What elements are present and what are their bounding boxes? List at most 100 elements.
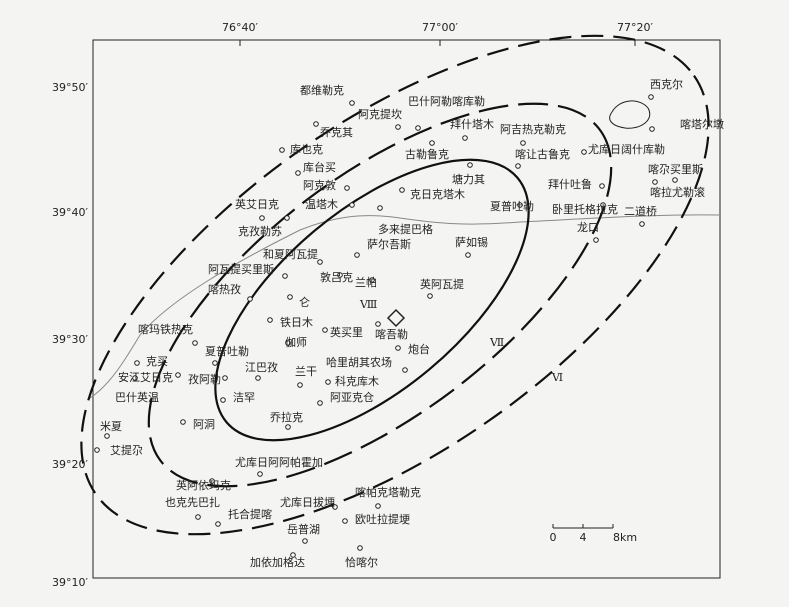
place-dot [593,237,599,243]
place-name: 克日克塔木 [410,188,465,201]
scale-ticks [552,524,614,528]
place-name: 喀塔尔墩 [680,117,724,131]
place-name: 仑 [299,295,310,309]
place-name: 尤库日拔埂 [280,495,335,509]
place-name: 巴什英温 [115,390,159,404]
scale-label: 0 [550,531,557,544]
place-dot [180,419,186,425]
place-dot [402,367,408,373]
place-dot [599,183,605,189]
place-dot [285,424,291,430]
lon-label: 76°40′ [222,21,258,34]
place-name: 和夏阿瓦提 [263,248,318,261]
place-dot [515,163,521,169]
place-name: 阿克敦 [303,178,336,192]
place-dot [342,518,348,524]
place-dot [259,215,265,221]
place-name: 尤库日阿阿帕霍加 [235,455,323,469]
place-dot [467,162,473,168]
place-name: 加依加格达 [250,555,305,569]
place-name: 萨尔吾斯 [367,238,411,251]
place-name: 阿亚克仓 [330,390,374,404]
place-name: 库也克 [290,143,323,156]
place-dot [427,293,433,299]
place-dot [215,521,221,527]
place-dot [295,170,301,176]
place-name: 拜什塔木 [450,118,494,131]
place-dot [257,471,263,477]
place-name: 岳普湖 [287,522,320,536]
place-dot [649,126,655,132]
place-name: 恰喀尔 [345,555,378,569]
place-dot [255,375,261,381]
place-name: 阿瓦提买里斯 [208,263,274,276]
place-name: 尤库日阔什库勒 [588,143,665,156]
place-name: 塘力其 [452,172,485,186]
place-name: 都维勒克 [300,84,344,97]
river [89,214,721,399]
place-name: 伽师 [285,335,307,349]
place-name: 托合提喀 [228,507,272,521]
place-dot [639,221,645,227]
place-dot [317,259,323,265]
place-dot [652,179,658,185]
place-name: 萨如锡 [455,235,488,249]
place-name: 科克库木 [335,374,379,388]
zone-label: Ⅷ [359,298,377,311]
place-name: 喀帕克塔勒克 [355,485,421,499]
place-name: 炮台 [408,342,430,356]
place-name: 喀吾勒 [375,328,408,341]
place-name: 米夏 [100,420,122,433]
place-dot [267,317,273,323]
scale-label: 8km [613,531,637,544]
place-name: 夏普吐勒 [205,344,249,358]
place-name: 也克先巴扎 [165,495,220,509]
place-name: 喀拉尤勒滚 [650,185,705,199]
place-name: 乔克其 [320,126,353,139]
place-name: 英艾日克 [235,197,279,211]
zone-label: Ⅵ [551,371,563,384]
place-name: 库台买 [303,160,336,174]
place-dot [399,187,405,193]
place-name: 江巴孜 [245,360,278,374]
place-dot [175,372,181,378]
lat-label: 39°30′ [52,333,88,346]
place-name: 西克尔 [650,78,683,91]
place-dot [192,340,198,346]
place-dot [322,327,328,333]
place-name: 多来提巴格 [378,222,433,236]
place-name: 温塔木 [305,198,338,211]
place-name: 英阿依玛克 [176,478,231,492]
place-name: 喀尕买里斯 [648,163,703,176]
place-dot [279,147,285,153]
place-name: 安江艾日克 [118,370,173,384]
place-dot [337,272,343,278]
place-name: 敦吕克 [320,270,353,284]
place-dot [247,296,253,302]
place-name: 阿吉热克勒克 [500,123,566,136]
place-dot [375,503,381,509]
isoseismal-viii [214,158,530,442]
place-name: 英阿瓦提 [420,277,464,291]
place-dot [282,273,288,279]
place-name: 克买 [146,355,168,368]
epicenter [386,308,406,328]
place-dot [648,94,654,100]
place-dot [465,252,471,258]
place-name: 古勒鲁克 [405,147,449,161]
place-name: 兰干 [295,365,317,378]
place-name: 艾提尕 [110,444,143,457]
place-dot [132,375,138,381]
place-dot [285,340,291,346]
place-dot [462,135,468,141]
place-dot [195,514,201,520]
place-name: 英买里 [330,325,363,339]
place-name: 龙口 [577,221,599,234]
scale-label: 4 [580,531,587,544]
place-name: 喀让古鲁克 [515,147,570,161]
place-name: 夏普吐勒 [490,199,534,213]
isoseismal-vii [147,102,613,488]
place-dot [287,294,293,300]
